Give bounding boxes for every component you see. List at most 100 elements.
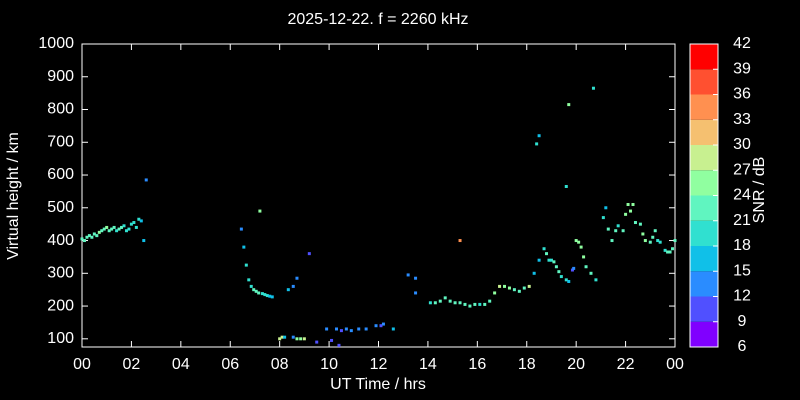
data-point <box>325 327 329 331</box>
data-point <box>570 268 574 272</box>
y-tick-label: 300 <box>47 265 74 282</box>
data-point <box>258 209 262 213</box>
data-point <box>428 301 432 305</box>
data-point <box>249 284 253 288</box>
y-tick-label: 600 <box>47 166 74 183</box>
data-point <box>549 258 553 262</box>
data-point <box>604 206 608 210</box>
x-tick-label: 12 <box>370 356 388 373</box>
data-point <box>379 324 383 328</box>
x-tick-label: 10 <box>320 356 338 373</box>
data-point <box>614 229 618 233</box>
data-point <box>527 284 531 288</box>
data-point <box>448 299 452 303</box>
data-point <box>564 184 568 188</box>
data-point <box>100 229 104 233</box>
chart-title: 2025-12-22. f = 2260 kHz <box>287 11 468 28</box>
data-point <box>633 221 637 225</box>
colorbar-tick-label: 12 <box>733 288 751 305</box>
data-point <box>488 299 492 303</box>
data-point <box>406 273 410 277</box>
data-point <box>97 230 101 234</box>
data-point <box>610 239 614 243</box>
colorbar-tick-label: 15 <box>733 262 751 279</box>
data-point <box>129 222 133 226</box>
colorbar-tick-label: 24 <box>733 187 751 204</box>
data-point <box>653 229 657 233</box>
data-point <box>638 222 642 226</box>
colorbar-tick-label: 33 <box>733 111 751 128</box>
x-tick-label: 14 <box>419 356 437 373</box>
data-point <box>567 279 571 283</box>
data-point <box>391 327 395 331</box>
colorbar-band <box>690 44 718 70</box>
x-tick-label: 00 <box>666 356 684 373</box>
y-tick-label: 900 <box>47 68 74 85</box>
data-point <box>545 252 549 256</box>
data-point <box>547 258 551 262</box>
data-point <box>330 338 334 342</box>
x-tick-label: 16 <box>468 356 486 373</box>
data-point <box>82 239 86 243</box>
data-point <box>374 324 378 328</box>
data-point <box>344 327 348 331</box>
data-point <box>673 239 677 243</box>
data-point <box>239 227 243 231</box>
data-point <box>643 239 647 243</box>
data-point <box>559 275 563 279</box>
data-point <box>641 232 645 236</box>
data-point <box>137 217 141 221</box>
y-tick-label: 200 <box>47 297 74 314</box>
data-point <box>124 229 128 233</box>
colorbar-band <box>690 246 718 272</box>
data-point <box>247 278 251 282</box>
data-point <box>110 227 114 231</box>
data-point <box>117 227 121 231</box>
data-point <box>349 329 353 333</box>
data-point <box>105 225 109 229</box>
data-point <box>295 276 299 280</box>
data-point <box>433 301 437 305</box>
data-point <box>567 103 571 107</box>
data-point <box>658 240 662 244</box>
data-point <box>315 340 319 344</box>
data-point <box>95 234 99 238</box>
data-point <box>120 225 124 229</box>
data-point <box>260 292 264 296</box>
y-tick-label: 100 <box>47 330 74 347</box>
y-tick-label: 500 <box>47 199 74 216</box>
colorbar-tick-label: 18 <box>733 237 751 254</box>
data-point <box>364 327 368 331</box>
y-tick-label: 400 <box>47 232 74 249</box>
colorbar-band <box>690 170 718 196</box>
data-point <box>263 293 267 297</box>
data-point <box>280 335 284 339</box>
data-point <box>92 232 96 236</box>
data-point <box>302 337 306 341</box>
data-point <box>268 294 272 298</box>
colorbar-tick-label: 42 <box>733 35 751 52</box>
data-point <box>283 335 287 339</box>
data-point <box>307 252 311 256</box>
colorbar-band <box>690 195 718 221</box>
data-point <box>291 284 295 288</box>
data-point <box>244 263 248 267</box>
x-axis-label: UT Time / hrs <box>330 376 426 393</box>
data-point <box>254 289 258 293</box>
x-tick-label: 20 <box>567 356 585 373</box>
data-point <box>270 295 274 299</box>
data-point <box>503 284 507 288</box>
data-point <box>542 247 546 251</box>
data-point <box>102 227 106 231</box>
data-point <box>139 219 143 223</box>
x-tick-label: 04 <box>172 356 190 373</box>
data-point <box>606 227 610 231</box>
data-point <box>278 337 282 341</box>
y-axis-label: Virtual height / km <box>5 132 22 260</box>
data-point <box>663 248 667 252</box>
data-point <box>537 134 541 138</box>
data-point <box>265 294 269 298</box>
data-point <box>468 304 472 308</box>
